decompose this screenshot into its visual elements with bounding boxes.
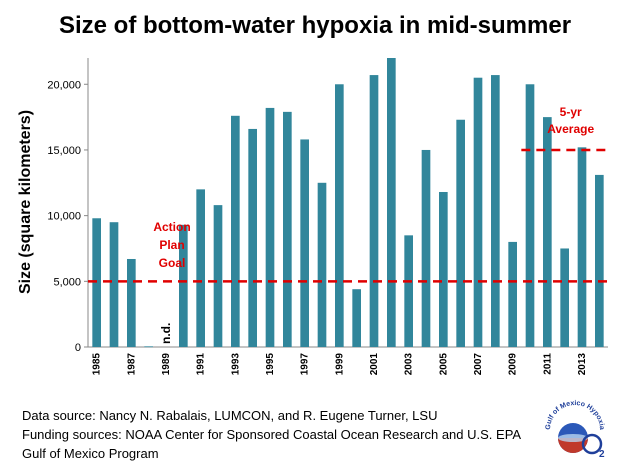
bar-2009 <box>508 241 517 347</box>
action-plan-goal-label: Plan <box>159 238 184 252</box>
annotations: Action Plan Goal 5-yr Average n.d. <box>153 105 594 344</box>
svg-text:2: 2 <box>599 449 605 460</box>
x-tick-label: 1985 <box>92 353 103 376</box>
bar-2005 <box>439 191 448 347</box>
bar-2007 <box>473 77 483 348</box>
x-tick-label: 2001 <box>369 353 380 376</box>
footnotes: Data source: Nancy N. Rabalais, LUMCON, … <box>22 406 542 463</box>
five-year-average-label: 5-yr <box>560 105 582 119</box>
data-source-note: Data source: Nancy N. Rabalais, LUMCON, … <box>22 408 438 423</box>
x-tick-label: 2009 <box>508 353 519 376</box>
y-tick-label: 0 <box>75 342 81 354</box>
x-tick-label: 2007 <box>473 353 484 376</box>
y-tick-label: 15,000 <box>47 145 81 157</box>
bar-1996 <box>283 111 292 347</box>
no-data-label: n.d. <box>159 323 173 344</box>
x-tick-label: 1995 <box>265 353 276 376</box>
chart-title: Size of bottom-water hypoxia in mid-summ… <box>58 12 572 39</box>
bar-2012 <box>560 248 569 347</box>
bar-1987 <box>127 258 136 347</box>
bar-1999 <box>335 84 344 347</box>
bar-1997 <box>300 139 309 347</box>
x-ticks: 1985 1987 1989 1991 1993 1995 1997 1999 2001 2003… <box>92 353 588 376</box>
x-tick-label: 2013 <box>577 353 588 376</box>
bar-1998 <box>317 182 327 347</box>
bar-1988 <box>144 346 153 348</box>
bar-2000 <box>352 289 361 347</box>
funding-source-note: Funding sources: NOAA Center for Sponsor… <box>22 427 521 461</box>
y-ticks: 0 5,000 10,000 15,000 20,000 <box>47 79 88 354</box>
reference-lines <box>88 148 608 283</box>
bar-2002 <box>387 58 396 347</box>
bar-1995 <box>265 107 275 347</box>
bar-1986 <box>109 222 119 347</box>
y-tick-label: 20,000 <box>47 79 81 91</box>
x-tick-label: 2005 <box>438 353 449 376</box>
bar-1993 <box>231 115 240 347</box>
bar-2001 <box>369 75 379 347</box>
x-tick-label: 1997 <box>300 353 311 376</box>
bar-2003 <box>404 235 413 347</box>
x-tick-label: 2003 <box>404 353 415 376</box>
y-tick-label: 10,000 <box>47 211 81 223</box>
action-plan-goal-label: Action <box>153 220 190 234</box>
x-tick-label: 1989 <box>161 353 172 376</box>
bar-1985 <box>92 218 101 347</box>
bar-2004 <box>421 149 431 347</box>
bar-1992 <box>213 205 223 347</box>
x-tick-label: 2011 <box>542 353 553 375</box>
bar-1990 <box>179 224 188 347</box>
bar-1991 <box>196 189 205 347</box>
x-tick-label: 1991 <box>196 353 207 376</box>
action-plan-goal-label: Goal <box>159 256 186 270</box>
x-tick-label: 1999 <box>334 353 345 376</box>
y-axis-label: Size (square kilometers) <box>17 110 34 294</box>
five-year-average-label: Average <box>547 122 594 136</box>
bar-2014 <box>595 174 604 347</box>
o2-globe-logo-icon: Gulf of Mexico Hypoxia 2 <box>545 400 605 460</box>
bar-2013 <box>577 147 587 347</box>
bars <box>92 58 604 348</box>
bar-2008 <box>491 75 500 347</box>
bar-1994 <box>248 128 257 347</box>
bar-2010 <box>525 84 535 347</box>
bar-2011 <box>543 117 552 347</box>
x-tick-label: 1993 <box>230 353 241 376</box>
bar-2006 <box>456 119 465 347</box>
x-tick-label: 1987 <box>126 353 137 376</box>
y-tick-label: 5,000 <box>53 276 81 288</box>
